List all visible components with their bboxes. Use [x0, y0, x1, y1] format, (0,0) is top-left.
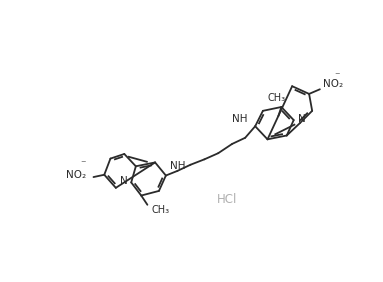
Text: N: N [298, 114, 305, 124]
Text: ⁻: ⁻ [334, 71, 340, 81]
Text: HCl: HCl [217, 193, 238, 206]
Text: NO₂: NO₂ [323, 79, 343, 89]
Text: N: N [119, 176, 128, 186]
Text: CH₃: CH₃ [151, 205, 169, 215]
Text: ⁻: ⁻ [80, 160, 85, 170]
Text: CH₃: CH₃ [268, 93, 286, 103]
Text: NH: NH [232, 114, 247, 124]
Text: NO₂: NO₂ [65, 170, 86, 180]
Text: NH: NH [170, 161, 186, 171]
